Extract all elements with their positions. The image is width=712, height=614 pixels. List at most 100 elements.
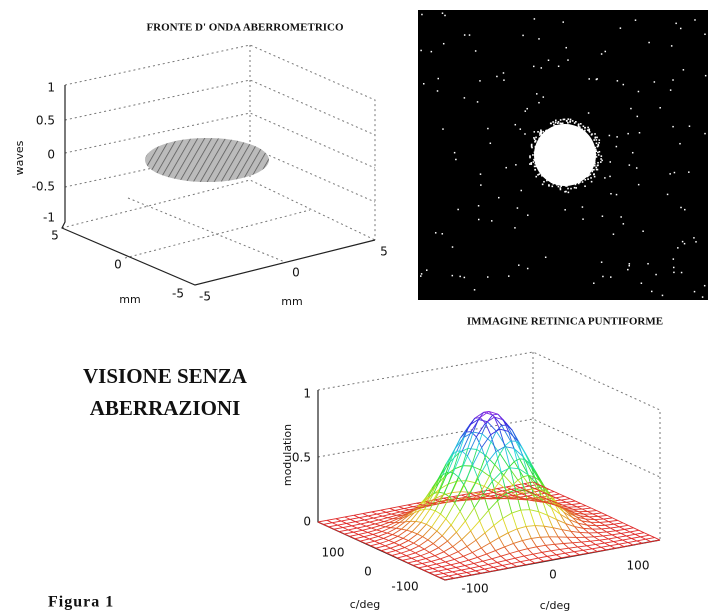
speckle xyxy=(582,181,584,183)
surface-mesh xyxy=(547,556,552,559)
speckle xyxy=(539,173,541,175)
speckle xyxy=(578,123,580,125)
surface-mesh xyxy=(442,565,451,567)
speckle xyxy=(566,120,568,122)
surface-mesh xyxy=(467,571,476,573)
surface-mesh xyxy=(567,537,572,543)
surface-mesh xyxy=(404,507,413,509)
speckle xyxy=(535,137,537,139)
figure-page: FRONTE D' ONDA ABERROMETRICO 1 0.5 0 -0.… xyxy=(0,0,712,614)
surface-mesh xyxy=(614,540,623,542)
surface-mesh xyxy=(481,543,490,548)
speckle xyxy=(575,184,577,186)
speckle xyxy=(598,154,600,156)
speckle xyxy=(541,175,543,177)
right-tick-label: -5 xyxy=(199,290,211,304)
surface-mesh xyxy=(357,526,366,528)
surface-mesh xyxy=(512,513,517,529)
surface-mesh xyxy=(625,529,630,532)
surface-mesh xyxy=(551,549,560,550)
z-tick-label: 1 xyxy=(47,81,55,95)
speckle xyxy=(566,185,568,187)
surface-mesh xyxy=(373,516,382,518)
surface-mesh xyxy=(424,549,429,552)
right-axis-label: mm xyxy=(281,295,302,308)
z-tick-label: -1 xyxy=(43,211,55,225)
surface-mesh xyxy=(466,418,475,432)
surface-mesh xyxy=(443,573,448,575)
surface-mesh xyxy=(417,561,422,564)
plot-title: FRONTE D' ONDA ABERROMETRICO xyxy=(146,22,344,34)
speckle xyxy=(542,131,544,133)
surface-mesh xyxy=(557,502,566,503)
speckle xyxy=(530,163,532,165)
surface-mesh xyxy=(449,552,458,556)
surface-mesh xyxy=(646,538,655,540)
speckle xyxy=(431,51,433,53)
surface-mesh xyxy=(625,528,634,530)
floor-back xyxy=(62,180,375,240)
speckle xyxy=(651,291,653,293)
surface-mesh xyxy=(366,541,375,543)
speckle xyxy=(554,126,556,128)
speckle xyxy=(648,42,650,44)
speckle xyxy=(442,233,444,235)
surface-mesh xyxy=(566,502,571,504)
speckle xyxy=(637,116,639,118)
surface-mesh xyxy=(554,492,559,494)
surface-mesh xyxy=(526,526,535,527)
surface-mesh xyxy=(437,531,442,536)
surface-mesh xyxy=(433,536,442,544)
surface-mesh xyxy=(644,533,649,535)
speckle xyxy=(591,181,593,183)
surface-mesh xyxy=(377,514,382,516)
surface-mesh xyxy=(422,561,431,563)
speckle xyxy=(629,263,631,265)
speckle xyxy=(487,128,489,129)
speckle xyxy=(560,187,562,189)
surface-mesh xyxy=(485,533,490,543)
surface-mesh xyxy=(551,494,560,496)
speckle xyxy=(539,134,541,136)
speckle xyxy=(575,187,577,189)
surface-mesh xyxy=(599,539,608,540)
surface-mesh xyxy=(468,448,477,449)
surface-mesh xyxy=(338,525,343,527)
speckle xyxy=(578,183,580,185)
surface-mesh xyxy=(395,509,404,511)
speckle xyxy=(683,69,685,71)
surface-mesh xyxy=(449,576,454,578)
surface-mesh xyxy=(352,526,357,528)
surface-mesh xyxy=(461,492,470,493)
surface-mesh xyxy=(428,566,433,569)
surface-mesh xyxy=(452,570,461,572)
surface-mesh xyxy=(354,514,363,516)
speckle xyxy=(655,274,657,276)
surface-mesh xyxy=(508,529,517,533)
speckle xyxy=(627,269,629,271)
surface-mesh xyxy=(469,557,478,560)
surface-mesh xyxy=(380,522,389,525)
speckle xyxy=(537,154,539,156)
speckle xyxy=(694,19,696,21)
surface-mesh xyxy=(369,539,374,541)
speckle xyxy=(452,275,454,277)
speckle xyxy=(444,15,446,17)
surface-mesh xyxy=(635,534,640,536)
speckle xyxy=(531,144,533,146)
surface-mesh xyxy=(378,536,383,538)
speckle xyxy=(529,157,531,159)
surface-mesh xyxy=(610,546,615,549)
surface-mesh xyxy=(373,532,382,535)
speckle xyxy=(592,147,594,149)
surface-mesh xyxy=(412,556,421,559)
surface-mesh xyxy=(410,550,415,553)
speckle xyxy=(570,126,572,128)
surface-mesh xyxy=(451,563,460,565)
speckle xyxy=(552,121,554,123)
speckle xyxy=(532,154,534,156)
speckle xyxy=(616,194,618,196)
right-tick-label: 100 xyxy=(627,559,650,573)
surface-mesh xyxy=(421,552,430,555)
speckle xyxy=(533,161,535,163)
